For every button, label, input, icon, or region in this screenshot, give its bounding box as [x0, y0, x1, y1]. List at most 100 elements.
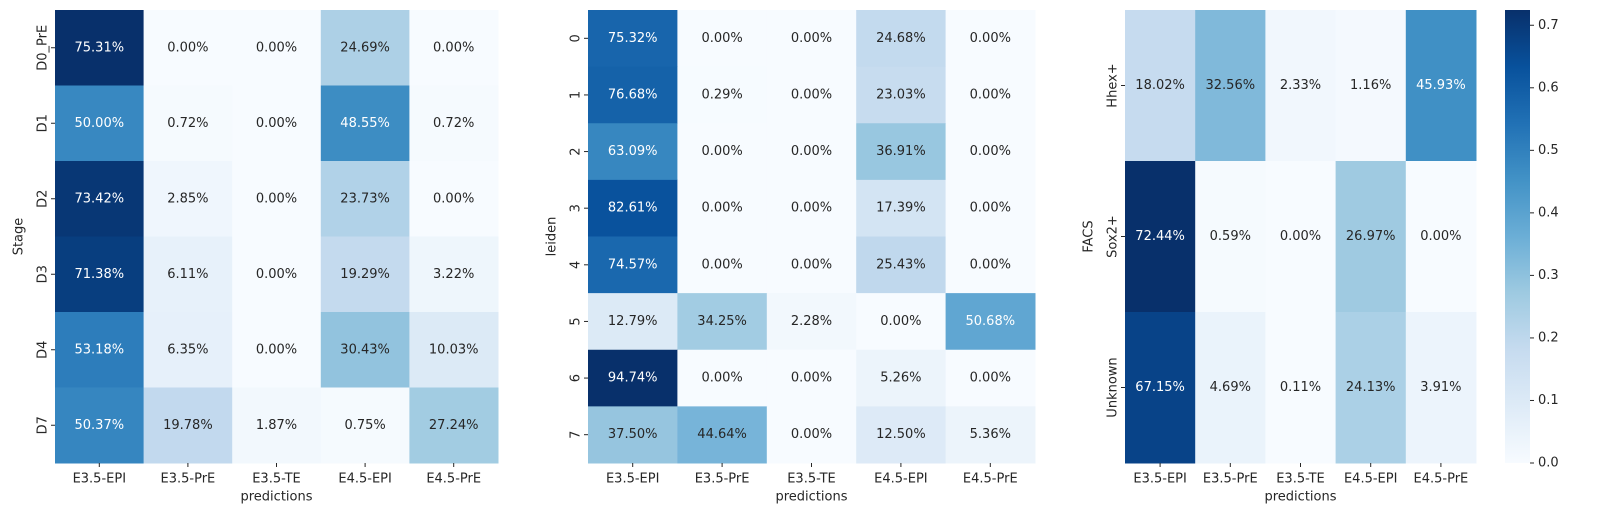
- cell-label: 50.00%: [75, 116, 125, 131]
- x-tick-label: E4.5-PrE: [1414, 472, 1469, 487]
- heatmap-cell: [1265, 312, 1337, 464]
- heatmap-cell: [1335, 161, 1407, 313]
- y-tick-label: 2: [569, 147, 584, 155]
- heatmap-cell: [1195, 10, 1266, 162]
- cell-label: 6.11%: [167, 267, 208, 282]
- cell-label: 0.00%: [1280, 229, 1321, 244]
- heatmap-cell: [856, 406, 947, 464]
- cell-label: 10.03%: [429, 342, 479, 357]
- heatmap-cell: [856, 179, 947, 237]
- heatmap-cell: [766, 179, 857, 237]
- cell-label: 4.69%: [1210, 380, 1251, 395]
- heatmap-cell: [766, 66, 857, 124]
- cell-label: 0.72%: [167, 116, 208, 131]
- cell-label: 0.75%: [344, 418, 385, 433]
- x-axis-label: predictions: [241, 490, 313, 505]
- cell-label: 0.00%: [880, 314, 921, 329]
- heatmap-cell: [1335, 10, 1407, 162]
- y-tick-label: Sox2+: [1106, 215, 1121, 258]
- heatmap-cell: [766, 349, 857, 407]
- cell-label: 0.00%: [791, 87, 832, 102]
- cell-label: 0.00%: [970, 201, 1011, 216]
- cell-label: 3.91%: [1420, 380, 1461, 395]
- heatmap-cell: [588, 349, 678, 407]
- cell-label: 75.32%: [608, 31, 658, 46]
- cell-label: 0.00%: [701, 31, 742, 46]
- colorbar-tick-label: 0.4: [1538, 205, 1559, 220]
- heatmap-cell: [232, 10, 322, 86]
- cell-label: 0.00%: [791, 31, 832, 46]
- heatmap-cell: [409, 312, 499, 388]
- cell-label: 0.00%: [256, 191, 297, 206]
- y-tick-label: 3: [569, 204, 584, 212]
- colorbar-tick-label: 0.2: [1538, 330, 1559, 345]
- heatmap-cell: [588, 236, 678, 294]
- y-tick-label: D1: [36, 114, 51, 132]
- heatmap-cell: [766, 406, 857, 464]
- x-tick-label: E3.5-EPI: [606, 472, 659, 487]
- cell-label: 3.22%: [433, 267, 474, 282]
- cell-label: 76.68%: [608, 87, 658, 102]
- x-tick-label: E4.5-PrE: [963, 472, 1018, 487]
- cell-label: 32.56%: [1206, 78, 1256, 93]
- y-tick-label: Hhex+: [1106, 63, 1121, 107]
- heatmap-cell: [1125, 161, 1196, 313]
- heatmap-cell: [1405, 161, 1477, 313]
- cell-label: 12.50%: [876, 427, 926, 442]
- heatmap-cell: [588, 179, 678, 237]
- colorbar-tick-label: 0.1: [1538, 393, 1559, 408]
- heatmap-cell: [143, 85, 233, 162]
- cell-label: 2.33%: [1280, 78, 1321, 93]
- cell-label: 37.50%: [608, 427, 658, 442]
- x-tick-label: E4.5-EPI: [338, 472, 391, 487]
- cell-label: 24.69%: [340, 40, 390, 55]
- cell-label: 72.44%: [1135, 229, 1185, 244]
- heatmap-cell: [55, 10, 145, 86]
- colorbar-tick-label: 0.6: [1538, 80, 1559, 95]
- cell-label: 0.00%: [256, 342, 297, 357]
- heatmap-cell: [945, 10, 1036, 68]
- y-tick-label: 4: [569, 261, 584, 269]
- heatmap-cell: [856, 236, 947, 294]
- cell-label: 44.64%: [697, 427, 747, 442]
- heatmap-cell: [1405, 10, 1477, 162]
- heatmap-cell: [766, 123, 857, 181]
- heatmap-cell: [588, 406, 678, 464]
- x-tick-label: E3.5-TE: [787, 472, 836, 487]
- cell-label: 25.43%: [876, 257, 926, 272]
- cell-label: 71.38%: [75, 267, 125, 282]
- y-axis-label: FACS: [1082, 220, 1097, 252]
- cell-label: 0.00%: [701, 371, 742, 386]
- cell-label: 63.09%: [608, 144, 658, 159]
- cell-label: 50.37%: [75, 418, 125, 433]
- heatmap-cell: [945, 293, 1036, 351]
- heatmap-cell: [409, 85, 499, 162]
- heatmap-cell: [409, 10, 499, 86]
- cell-label: 0.00%: [970, 257, 1011, 272]
- heatmap-cell: [409, 387, 499, 464]
- cell-label: 73.42%: [75, 191, 125, 206]
- heatmap-cell: [945, 179, 1036, 237]
- cell-label: 67.15%: [1135, 380, 1185, 395]
- cell-label: 45.93%: [1416, 78, 1466, 93]
- heatmap-cell: [232, 85, 322, 162]
- heatmap-cell: [1265, 161, 1337, 313]
- y-tick-label: 6: [569, 374, 584, 382]
- heatmap-cell: [320, 85, 410, 162]
- cell-label: 0.00%: [256, 40, 297, 55]
- y-tick-label: D3: [36, 265, 51, 283]
- cell-label: 17.39%: [876, 201, 926, 216]
- cell-label: 0.00%: [433, 40, 474, 55]
- cell-label: 75.31%: [75, 40, 125, 55]
- x-tick-label: E3.5-EPI: [1133, 472, 1186, 487]
- cell-label: 0.59%: [1210, 229, 1251, 244]
- y-axis-label: leiden: [545, 217, 560, 257]
- y-axis-label: Stage: [12, 218, 27, 256]
- heatmap-cell: [945, 349, 1036, 407]
- cell-label: 0.00%: [970, 371, 1011, 386]
- heatmap-cell: [588, 293, 678, 351]
- heatmap-cell: [945, 123, 1036, 181]
- heatmap-cell: [856, 293, 947, 351]
- x-tick-label: E4.5-PrE: [426, 472, 481, 487]
- cell-label: 1.16%: [1350, 78, 1391, 93]
